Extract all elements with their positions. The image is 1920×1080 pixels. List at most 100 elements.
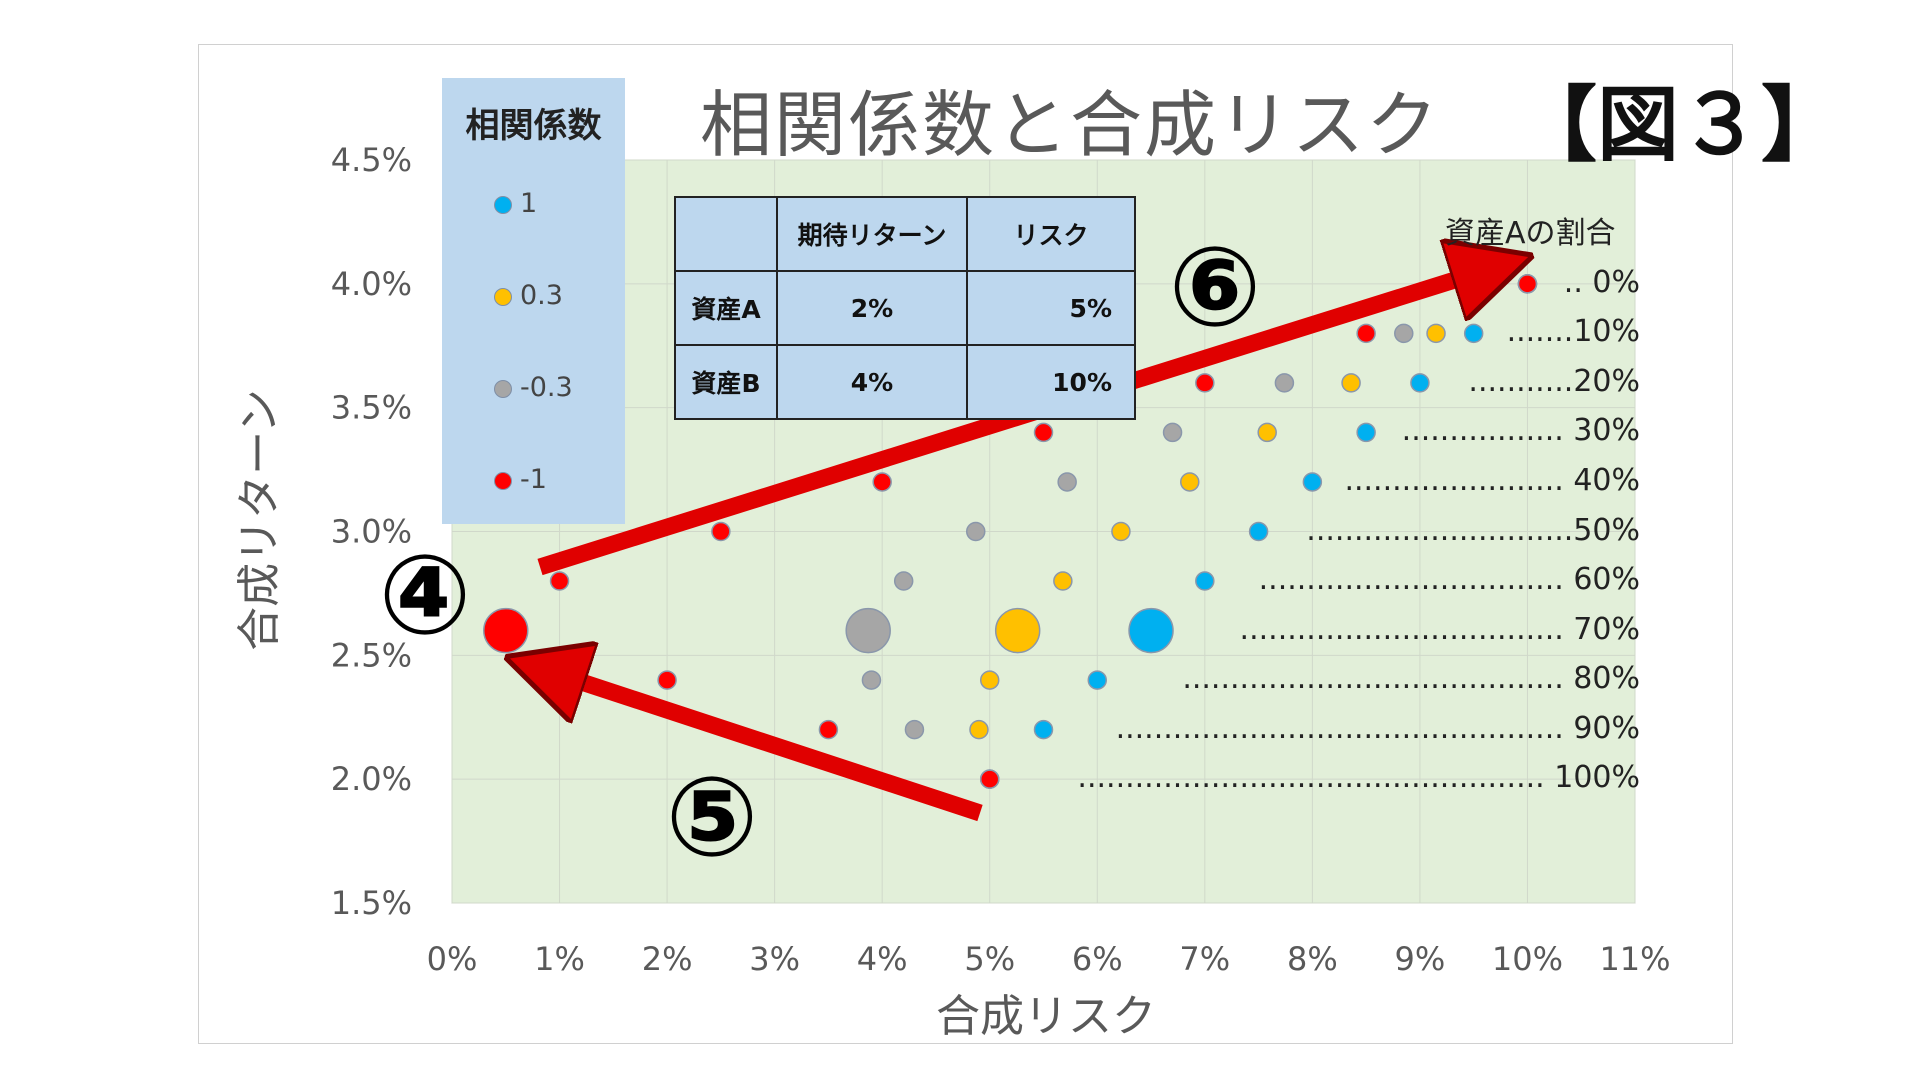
ratio-label: .......10%	[1506, 314, 1640, 350]
ratio-label: ........................................…	[1115, 710, 1640, 746]
x-tick-label: 2%	[642, 940, 693, 978]
ratio-label: .. 0%	[1563, 264, 1640, 300]
data-point-series--1	[1195, 373, 1215, 393]
y-tick-label: 3.5%	[331, 389, 412, 427]
ratio-label: ........................................…	[1077, 760, 1640, 796]
table-row: 資産A 2% 5%	[674, 270, 1136, 346]
ratio-label: ................................ 60%	[1258, 562, 1640, 598]
ratio-label: ....................... 40%	[1344, 462, 1640, 498]
table-cell: 資産B	[674, 344, 778, 420]
figure-tag: 【図３】	[1515, 78, 1844, 173]
legend-dot	[494, 471, 512, 490]
data-point-series--1	[711, 521, 731, 542]
x-tick-label: 10%	[1492, 940, 1563, 978]
data-points	[483, 274, 1538, 789]
y-tick-label: 3.0%	[331, 513, 412, 551]
data-point-series-1	[1356, 422, 1376, 443]
data-point-series--1	[1517, 274, 1538, 294]
data-point-series--0.3	[1394, 323, 1414, 344]
y-tick-label: 4.0%	[331, 265, 412, 303]
y-axis-title: 合成リターン	[234, 389, 285, 651]
table-header-row: 期待リターン リスク	[674, 196, 1136, 272]
data-point-series--0.3	[845, 607, 891, 654]
slide-frame	[198, 44, 1733, 1044]
table-row: 資産B 4% 10%	[674, 344, 1136, 420]
x-tick-label: 11%	[1599, 940, 1670, 978]
annotation-5: ⑤	[665, 753, 758, 881]
y-tick-label: 1.5%	[331, 884, 412, 922]
legend-label: 1	[520, 188, 538, 219]
data-point-series-0.3	[1111, 521, 1131, 542]
data-point-series--0.3	[893, 571, 914, 591]
data-point-series-0.3	[1341, 373, 1361, 393]
legend-label: -0.3	[520, 372, 573, 403]
data-point-series-1	[1128, 607, 1174, 654]
table-cell: 10%	[966, 344, 1136, 420]
data-point-series-0.3	[1257, 422, 1277, 443]
table-cell: リスク	[966, 196, 1136, 272]
legend-item-0.3: 0.3	[494, 280, 563, 311]
data-point-series-0.3	[979, 670, 1000, 690]
grid-lines	[451, 159, 1636, 904]
annotation-6: ⑥	[1168, 223, 1261, 351]
table-cell: 期待リターン	[776, 196, 968, 272]
legend-item-minus-1: -1	[494, 464, 547, 495]
ratio-header: 資産Aの割合	[1445, 216, 1616, 251]
legend-item-1: 1	[494, 188, 537, 219]
ratio-label: ............................50%	[1306, 512, 1640, 548]
data-point-series--0.3	[1274, 373, 1295, 393]
data-point-series-1	[1033, 719, 1054, 740]
legend-item-minus-0.3: -0.3	[494, 372, 573, 403]
legend: 相関係数 1 0.3 -0.3 -1	[442, 78, 625, 524]
data-point-series-0.3	[1180, 472, 1200, 492]
y-tick-label: 4.5%	[331, 141, 412, 179]
data-point-series-1	[1463, 323, 1484, 344]
data-point-series-0.3	[994, 607, 1041, 654]
table-cell	[674, 196, 778, 272]
legend-label: -1	[520, 464, 547, 495]
x-tick-label: 7%	[1179, 940, 1230, 978]
x-axis-title: 合成リスク	[936, 991, 1156, 1042]
data-point-series--0.3	[965, 521, 986, 542]
x-tick-label: 6%	[1072, 940, 1123, 978]
table-cell: 資産A	[674, 270, 778, 346]
data-point-series--1	[657, 670, 677, 690]
x-tick-label: 8%	[1287, 940, 1338, 978]
data-point-series--0.3	[1162, 422, 1183, 443]
ratio-label: .................................. 70%	[1239, 611, 1640, 647]
y-tick-label: 2.0%	[331, 760, 412, 798]
table-cell: 4%	[776, 344, 968, 420]
y-tick-label: 2.5%	[331, 636, 412, 674]
data-point-series--0.3	[1057, 472, 1077, 492]
legend-title: 相関係数	[465, 106, 602, 146]
annotation-4: ④	[378, 531, 471, 659]
table-cell: 2%	[776, 270, 968, 346]
data-point-series-1	[1302, 472, 1323, 492]
data-point-series--1	[1356, 323, 1376, 344]
x-tick-label: 0%	[427, 940, 478, 978]
data-point-series-1	[1410, 373, 1430, 393]
x-tick-label: 3%	[749, 940, 800, 978]
x-tick-label: 1%	[534, 940, 585, 978]
data-point-series--0.3	[904, 719, 925, 740]
x-tick-label: 9%	[1395, 940, 1446, 978]
data-point-series-1	[1195, 571, 1215, 591]
ratio-label: ........................................…	[1182, 661, 1640, 697]
data-point-series--1	[872, 472, 892, 492]
data-point-series-0.3	[969, 719, 989, 740]
data-point-series-0.3	[1053, 571, 1073, 591]
data-point-series--1	[549, 571, 570, 591]
data-point-series--1	[818, 719, 839, 740]
data-point-series--1	[979, 769, 1000, 789]
ratio-label: ................. 30%	[1401, 413, 1640, 449]
table-cell: 5%	[966, 270, 1136, 346]
data-point-series--1	[483, 607, 529, 654]
data-point-series--1	[1033, 422, 1054, 443]
arrow-from-5	[545, 670, 983, 822]
x-tick-label: 5%	[964, 940, 1015, 978]
asset-table: 期待リターン リスク 資産A 2% 5% 資産B 4% 10%	[674, 196, 1136, 420]
axis-ticks: 0% 1% 2% 3% 4% 5% 6% 7% 8% 9% 10% 11%1.5%2.0%2.5%3.…	[331, 141, 1671, 978]
legend-dot	[494, 287, 512, 306]
data-point-series--0.3	[861, 670, 882, 690]
legend-dot	[494, 195, 512, 214]
